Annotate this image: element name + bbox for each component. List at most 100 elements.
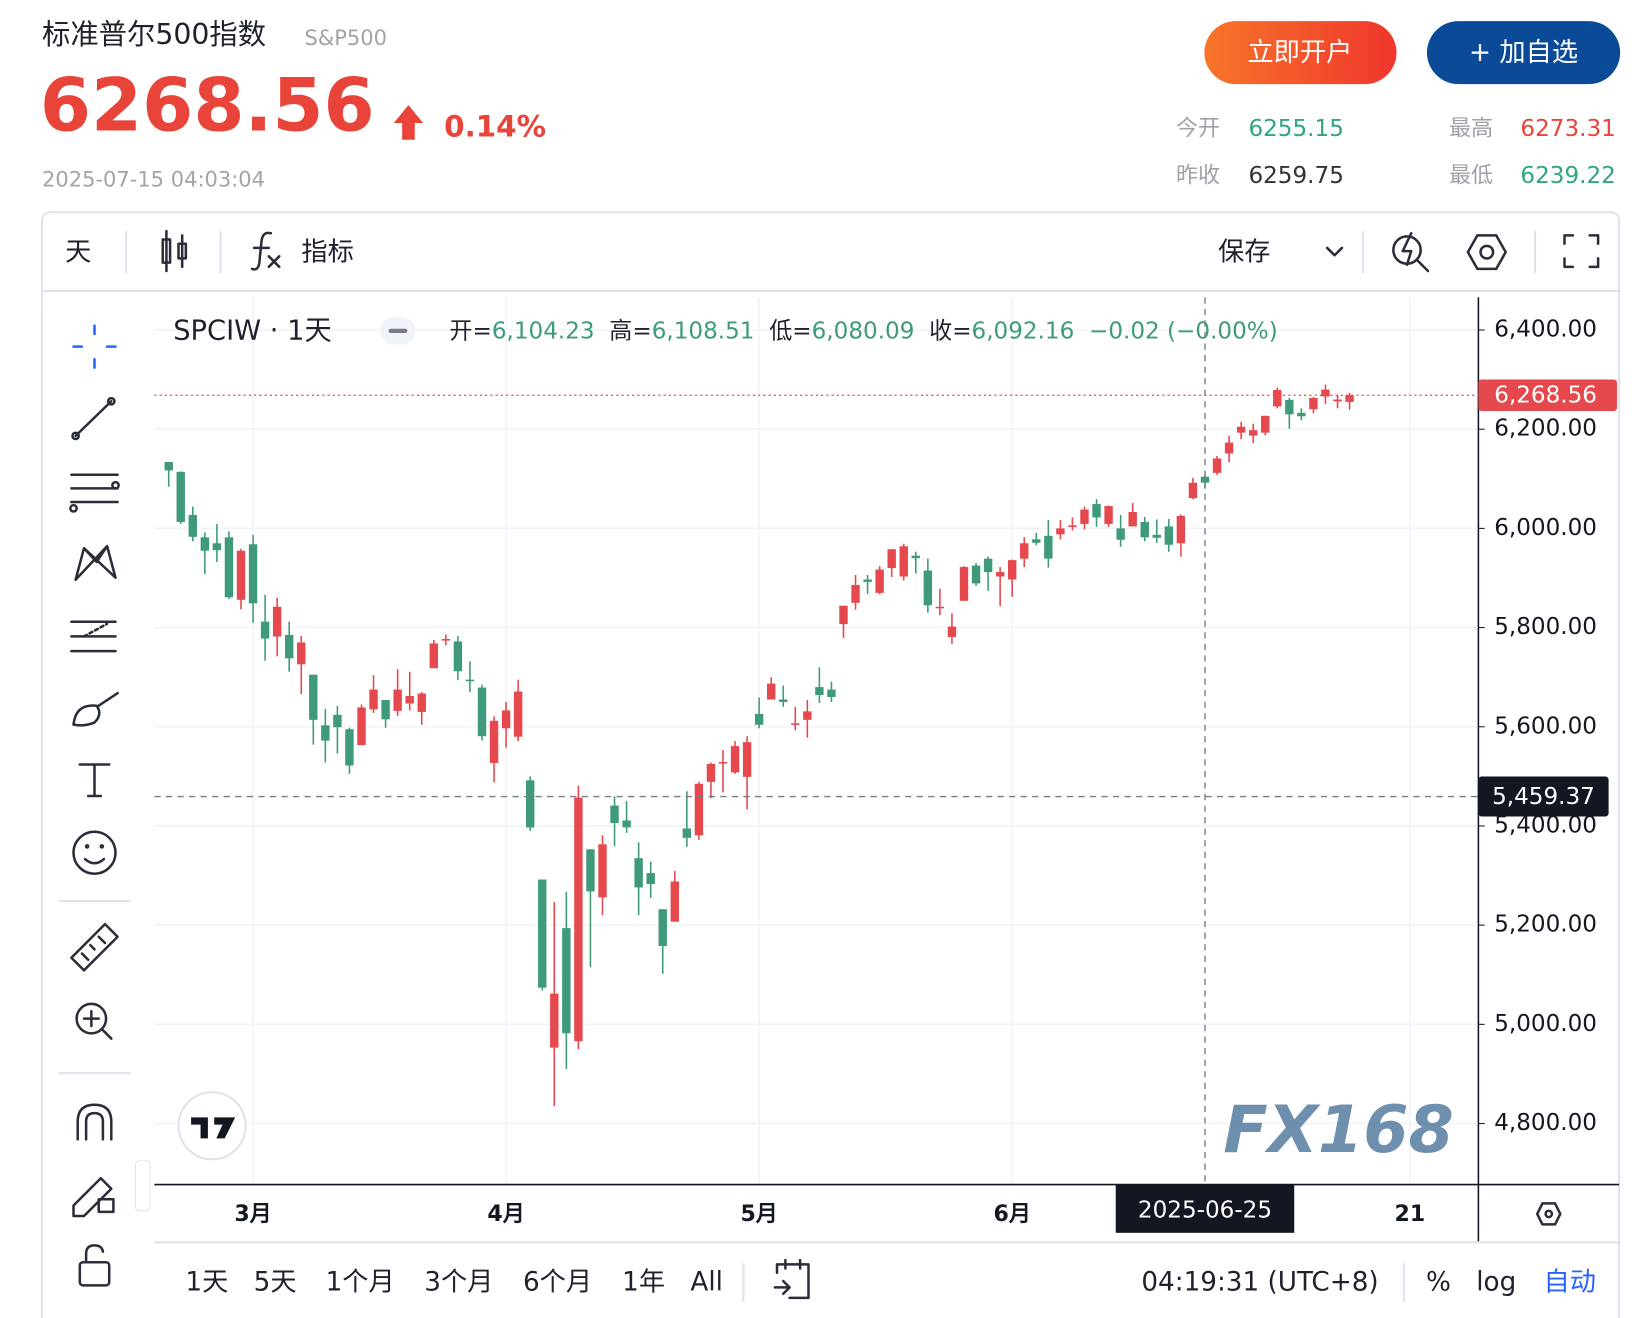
pattern-tool-part[interactable] — [74, 544, 117, 581]
change: 0.14% — [444, 110, 546, 144]
button-label[interactable]: 立即开户 — [1247, 38, 1352, 68]
log-toggle[interactable]: log — [1476, 1268, 1516, 1298]
interval-button[interactable]: 天 — [65, 238, 91, 268]
quick-search-button-part[interactable] — [1416, 259, 1430, 273]
range-button[interactable]: 3个月 — [424, 1268, 493, 1298]
candle-body — [1309, 397, 1318, 410]
index-title: 标准普尔500指数 — [42, 18, 266, 51]
zoom-tool-part[interactable] — [75, 1002, 108, 1035]
fx-icon-part[interactable] — [267, 255, 281, 269]
collapse-handle[interactable] — [134, 1159, 151, 1212]
watchlist-button[interactable]: + 加自选 — [1426, 21, 1621, 85]
indicator-button[interactable]: 指标 — [301, 238, 353, 268]
emoji-tool-part[interactable] — [99, 844, 105, 849]
candle-body — [682, 828, 692, 838]
candle-body — [766, 683, 776, 700]
y-tick-label: 5,200.00 — [1494, 912, 1597, 938]
percent-toggle[interactable]: % — [1426, 1268, 1451, 1298]
fib-tool-part[interactable] — [111, 480, 120, 490]
zoom-tool[interactable] — [75, 1002, 113, 1040]
chart-style-button[interactable] — [161, 229, 188, 273]
text-tool[interactable] — [78, 763, 111, 798]
brush-tool-part[interactable] — [72, 691, 119, 727]
button-label[interactable]: + 加自选 — [1469, 38, 1578, 68]
candle-body — [1200, 476, 1210, 483]
range-button[interactable]: 5天 — [254, 1268, 297, 1298]
measure-tool-part[interactable] — [70, 922, 119, 972]
lock-drawing-tool-part[interactable] — [97, 1197, 115, 1214]
candle-body — [779, 699, 788, 702]
emoji-tool-part[interactable] — [83, 857, 106, 865]
zoom-tool-part[interactable] — [82, 1010, 113, 1040]
candle-body — [236, 550, 246, 600]
save-button[interactable]: 保存 — [1218, 238, 1270, 268]
x-tick-label: 3月 — [234, 1202, 271, 1227]
goto-date-button-part[interactable] — [773, 1258, 810, 1300]
axis-settings-button[interactable] — [1535, 1202, 1562, 1226]
trendline-tool[interactable] — [71, 396, 116, 441]
lock-tool[interactable] — [78, 1244, 111, 1287]
save-chevron[interactable] — [1325, 246, 1344, 257]
candle-body — [899, 546, 908, 577]
legend-label: 收= — [929, 318, 971, 344]
emoji-tool[interactable] — [72, 830, 117, 875]
emoji-tool-part[interactable] — [72, 830, 117, 875]
settings-button-part[interactable] — [1466, 234, 1507, 271]
emoji-tool-part[interactable] — [84, 844, 90, 849]
fx-icon-part[interactable] — [250, 231, 273, 271]
fib-tool-part[interactable] — [70, 473, 119, 504]
axis-settings-button-part[interactable] — [1544, 1209, 1554, 1219]
fib-tool[interactable] — [69, 473, 120, 513]
candle-body — [1152, 534, 1161, 538]
fib-tool-part[interactable] — [69, 503, 78, 513]
text-tool-part[interactable] — [78, 763, 111, 798]
stat-value: 6239.22 — [1520, 163, 1615, 189]
fullscreen-button[interactable] — [1563, 234, 1600, 269]
last-price-box — [1478, 379, 1617, 411]
quick-search-button-part[interactable] — [1401, 231, 1413, 266]
crosshair-tool[interactable] — [72, 324, 117, 369]
trendline-tool-part[interactable] — [71, 431, 81, 441]
candle-body — [947, 626, 957, 637]
lock-tool-part[interactable] — [78, 1260, 111, 1287]
auto-toggle[interactable]: 自动 — [1544, 1268, 1596, 1298]
range-button[interactable]: 6个月 — [523, 1268, 592, 1298]
fullscreen-button-part[interactable] — [1563, 234, 1600, 269]
forecast-tool-part[interactable] — [70, 620, 117, 653]
quick-search-button[interactable] — [1392, 231, 1430, 273]
trendline-tool-part[interactable] — [106, 396, 116, 406]
forecast-tool-part[interactable] — [82, 622, 109, 638]
candle-body — [1224, 442, 1234, 454]
open-account-button[interactable]: 立即开户 — [1204, 21, 1397, 85]
brush-tool[interactable] — [72, 691, 119, 727]
candle-body — [393, 689, 402, 711]
goto-date-button[interactable] — [773, 1258, 810, 1300]
button-bg[interactable] — [1426, 21, 1621, 85]
range-button[interactable]: 1天 — [185, 1268, 228, 1298]
magnet-tool-part[interactable] — [76, 1103, 113, 1141]
candle-body — [791, 723, 800, 725]
settings-button[interactable] — [1466, 234, 1507, 271]
pattern-tool[interactable] — [74, 544, 117, 581]
candle-body — [887, 549, 896, 569]
trendline-tool-part[interactable] — [74, 399, 113, 438]
forecast-tool[interactable] — [70, 620, 117, 653]
button-bg[interactable] — [1204, 21, 1397, 85]
range-button[interactable]: All — [690, 1268, 723, 1298]
candle-body — [971, 565, 981, 584]
fx-icon[interactable] — [250, 231, 281, 271]
candle-body — [200, 537, 210, 551]
magnet-tool[interactable] — [76, 1103, 113, 1141]
y-tick-label: 6,000.00 — [1494, 515, 1597, 541]
lock-tool-part[interactable] — [84, 1244, 105, 1264]
axis-settings-button-part[interactable] — [1535, 1202, 1562, 1226]
candle-body — [357, 707, 366, 746]
range-button[interactable]: 1年 — [622, 1268, 665, 1298]
measure-tool[interactable] — [70, 922, 119, 972]
range-button[interactable]: 1个月 — [326, 1268, 395, 1298]
lock-drawing-tool[interactable] — [72, 1176, 115, 1218]
settings-button-part[interactable] — [1479, 244, 1495, 260]
crosshair-tool-part[interactable] — [72, 324, 117, 369]
candle-body — [959, 567, 969, 601]
